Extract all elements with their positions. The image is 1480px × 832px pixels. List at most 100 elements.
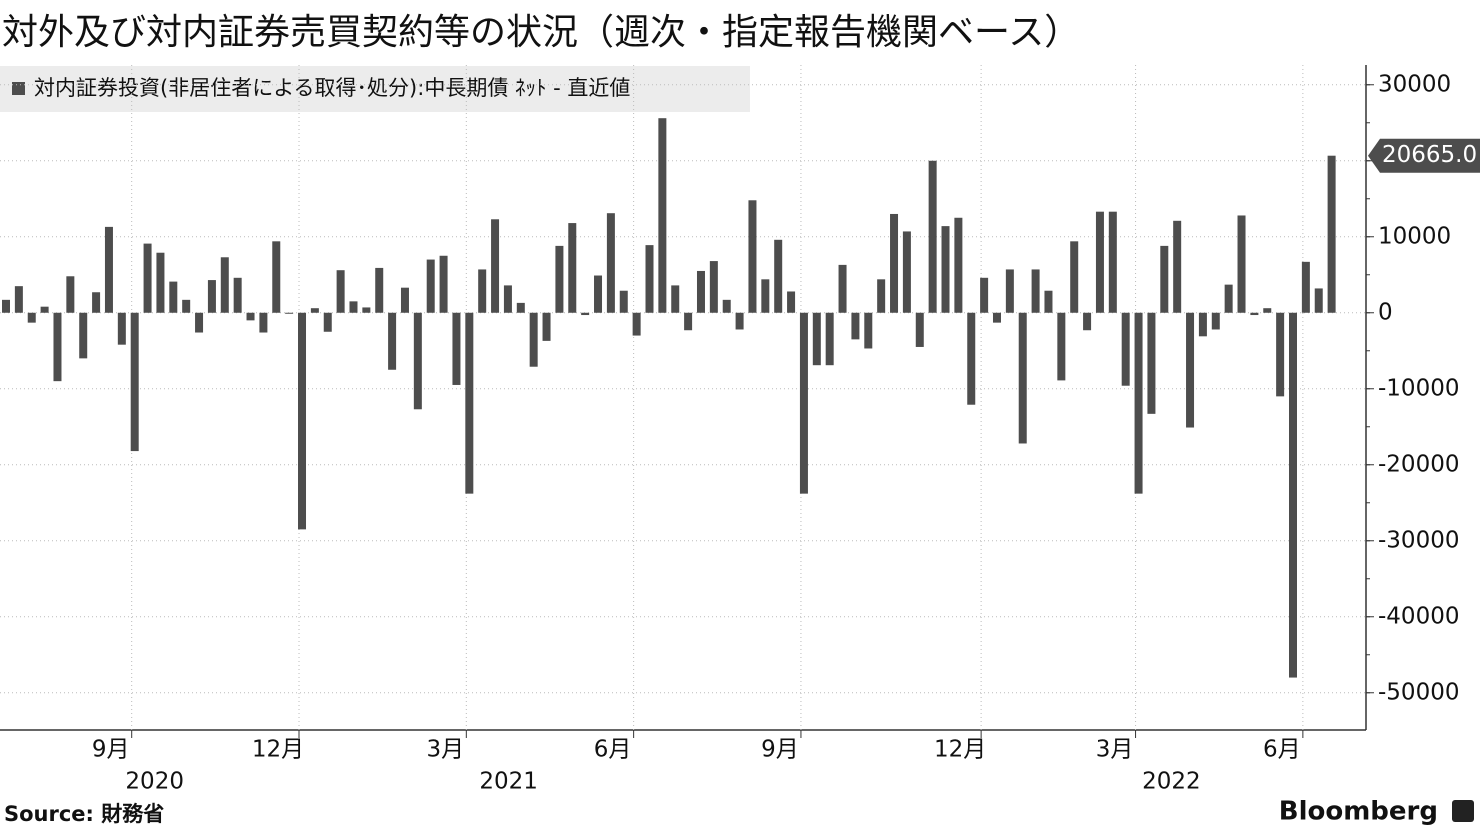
bar [1005, 269, 1014, 313]
bar [491, 219, 500, 313]
bar [53, 312, 62, 382]
bar [825, 312, 834, 366]
legend-swatch [12, 82, 25, 95]
bar [1031, 269, 1040, 313]
bar [104, 226, 113, 313]
bar [92, 292, 101, 313]
bar [298, 312, 307, 530]
bar [992, 312, 1001, 323]
bar [581, 312, 590, 316]
bar [220, 257, 229, 313]
bar [336, 270, 345, 313]
x-year-label: 2021 [479, 769, 538, 795]
bar [890, 213, 899, 313]
bar [452, 312, 461, 385]
bar [1121, 312, 1130, 386]
bar [735, 312, 744, 330]
source: Source: 財務省 [4, 802, 164, 826]
bar [967, 312, 976, 405]
bar [362, 307, 371, 313]
bar [684, 312, 693, 331]
bar [748, 200, 757, 313]
brand: Bloomberg [1279, 797, 1438, 827]
y-tick-label: -20000 [1378, 451, 1459, 477]
legend-box [0, 66, 750, 112]
bar [1327, 155, 1336, 313]
bar [1160, 245, 1169, 313]
y-tick-label: -40000 [1378, 603, 1459, 629]
bar [207, 280, 216, 313]
bar [40, 306, 49, 313]
bar [323, 312, 332, 332]
bar [594, 275, 603, 313]
bar [619, 290, 628, 313]
bar [156, 252, 165, 313]
bar [902, 231, 911, 313]
bar [1083, 312, 1092, 331]
bar [14, 286, 23, 313]
bar [761, 279, 770, 313]
bar [941, 226, 950, 313]
bar [465, 312, 474, 494]
bar [877, 279, 886, 313]
bar [606, 213, 615, 313]
bar [1263, 308, 1272, 313]
bar [774, 239, 783, 313]
bar [2, 299, 10, 313]
bar [1018, 312, 1027, 444]
x-year-label: 2022 [1142, 769, 1201, 795]
bar [658, 118, 667, 313]
bar [787, 291, 796, 313]
bar [928, 160, 937, 313]
bar [568, 223, 577, 313]
bar [1147, 312, 1156, 414]
x-tick-label: 9月 [761, 737, 799, 763]
bar [799, 312, 808, 494]
bar [375, 267, 384, 313]
bar [388, 312, 397, 370]
bar [1224, 284, 1233, 313]
bar [645, 245, 654, 313]
x-tick-label: 3月 [426, 737, 464, 763]
bar [632, 312, 641, 336]
bar [838, 264, 847, 313]
bar [516, 302, 525, 313]
x-year-label: 2020 [125, 769, 184, 795]
bar [233, 277, 242, 313]
bar [195, 312, 204, 333]
bar [980, 277, 989, 313]
bar [1134, 312, 1143, 494]
x-tick-label: 3月 [1096, 737, 1134, 763]
bar [1276, 312, 1285, 397]
value-label-box [1368, 138, 1480, 173]
bar [285, 312, 294, 314]
bar [169, 281, 178, 313]
bar [1057, 312, 1066, 381]
bar [117, 312, 126, 345]
bar [696, 270, 705, 313]
bar [130, 312, 139, 452]
bar [542, 312, 551, 341]
y-tick-label: 0 [1378, 299, 1393, 325]
bar [1198, 312, 1207, 337]
bar [1237, 215, 1246, 313]
bar [400, 287, 409, 313]
bar [478, 269, 487, 313]
x-tick-label: 6月 [594, 737, 632, 763]
bar [1301, 261, 1310, 313]
bar [27, 312, 36, 323]
bar [66, 276, 75, 313]
bar [851, 312, 860, 340]
bar [864, 312, 873, 349]
bar [143, 243, 152, 313]
bar [1250, 312, 1259, 316]
bar [426, 259, 435, 313]
value-label: 20665.0 [1382, 142, 1477, 168]
chart-title: 対外及び対内証券売買契約等の状況（週次・指定報告機関ベース） [2, 12, 1080, 53]
bar [310, 308, 319, 313]
bar [954, 217, 963, 313]
bar [272, 241, 281, 313]
bar [1186, 312, 1195, 428]
bar [1108, 211, 1117, 313]
